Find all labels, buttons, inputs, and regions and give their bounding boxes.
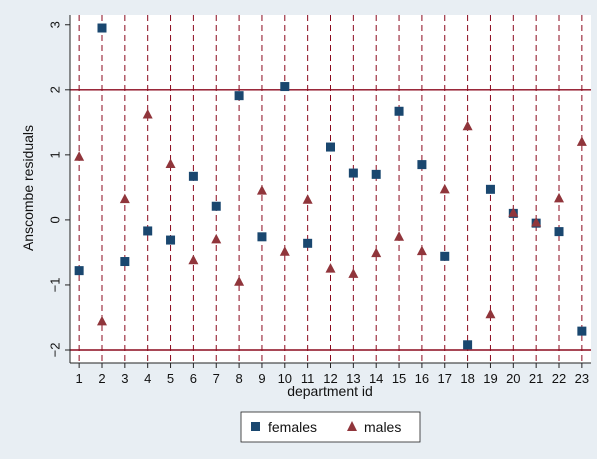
legend-marker-females — [251, 422, 260, 431]
point-males-5 — [165, 158, 176, 168]
point-females-8 — [234, 91, 244, 101]
x-tick-label-19: 19 — [483, 371, 497, 386]
x-tick-label-13: 13 — [346, 371, 360, 386]
point-females-3 — [120, 257, 130, 267]
point-males-17 — [439, 183, 450, 194]
x-tick-label-1: 1 — [76, 371, 83, 386]
point-males-8 — [234, 276, 245, 286]
point-females-7 — [211, 201, 221, 211]
point-females-4 — [143, 226, 153, 236]
point-females-10 — [280, 82, 290, 92]
x-tick-label-9: 9 — [258, 371, 265, 386]
point-females-9 — [257, 232, 267, 242]
point-males-14 — [371, 247, 382, 258]
x-tick-label-18: 18 — [460, 371, 474, 386]
point-females-16 — [417, 160, 427, 170]
point-males-12 — [325, 263, 336, 273]
x-tick-label-7: 7 — [213, 371, 220, 386]
x-tick-label-21: 21 — [529, 371, 543, 386]
point-males-7 — [211, 233, 222, 244]
point-males-15 — [394, 231, 405, 241]
x-tick-label-16: 16 — [415, 371, 429, 386]
point-males-13 — [348, 268, 359, 278]
x-tick-label-12: 12 — [323, 371, 337, 386]
y-tick-label-1: −1 — [48, 278, 63, 293]
point-males-16 — [416, 245, 427, 256]
point-females-22 — [554, 227, 564, 237]
point-males-1 — [74, 151, 85, 161]
point-females-14 — [371, 169, 381, 179]
point-males-4 — [142, 109, 153, 119]
x-tick-label-4: 4 — [144, 371, 151, 386]
ticks: 1 2 3 4 5 6 7 8 9 10 11 12 13 14 15 16 17 18 19 20 21 22 23−2−… — [48, 21, 590, 386]
x-tick-label-6: 6 — [190, 371, 197, 386]
y-tick-label-0: −2 — [48, 343, 63, 358]
y-tick-label-3: 1 — [48, 151, 63, 158]
point-males-20 — [508, 207, 519, 217]
point-females-12 — [326, 142, 335, 152]
point-males-6 — [188, 254, 199, 265]
point-males-9 — [256, 185, 267, 195]
point-females-15 — [394, 106, 404, 116]
x-tick-label-11: 11 — [301, 371, 315, 386]
point-males-19 — [485, 308, 496, 319]
point-females-6 — [188, 171, 198, 181]
legend-marker-males — [347, 421, 357, 431]
point-males-10 — [279, 246, 290, 256]
x-tick-label-14: 14 — [369, 371, 383, 386]
y-tick-label-5: 3 — [48, 21, 63, 28]
x-tick-label-5: 5 — [167, 371, 174, 386]
point-males-18 — [462, 120, 473, 131]
point-males-22 — [554, 192, 565, 203]
point-males-21 — [531, 216, 542, 227]
point-females-13 — [348, 168, 358, 178]
x-tick-label-2: 2 — [98, 371, 105, 386]
x-tick-label-23: 23 — [575, 371, 589, 386]
point-females-19 — [485, 184, 495, 194]
y-tick-label-2: 0 — [48, 216, 63, 223]
legend: females males — [240, 411, 421, 443]
x-tick-label-20: 20 — [506, 371, 520, 386]
point-females-2 — [97, 23, 107, 33]
point-females-18 — [463, 340, 473, 350]
data-markers — [74, 23, 587, 350]
legend-label-females: females — [268, 419, 317, 435]
point-males-11 — [302, 194, 313, 204]
point-females-5 — [166, 235, 176, 245]
x-tick-label-10: 10 — [278, 371, 292, 386]
x-tick-label-22: 22 — [552, 371, 566, 386]
point-males-2 — [96, 315, 107, 326]
point-females-11 — [303, 238, 313, 248]
legend-label-males: males — [364, 419, 401, 435]
x-tick-label-8: 8 — [235, 371, 242, 386]
point-males-3 — [119, 193, 130, 204]
y-axis-title: Anscombe residuals — [20, 125, 36, 251]
reference-lines — [70, 89, 591, 351]
x-axis-title: department id — [287, 383, 373, 399]
point-females-23 — [577, 326, 587, 336]
point-males-23 — [576, 136, 587, 146]
x-tick-label-17: 17 — [438, 371, 452, 386]
legend-box — [240, 411, 421, 443]
y-tick-label-4: 2 — [48, 86, 63, 93]
point-females-1 — [74, 266, 84, 276]
x-tick-label-3: 3 — [121, 371, 128, 386]
point-females-17 — [440, 251, 450, 261]
x-tick-label-15: 15 — [392, 371, 406, 386]
